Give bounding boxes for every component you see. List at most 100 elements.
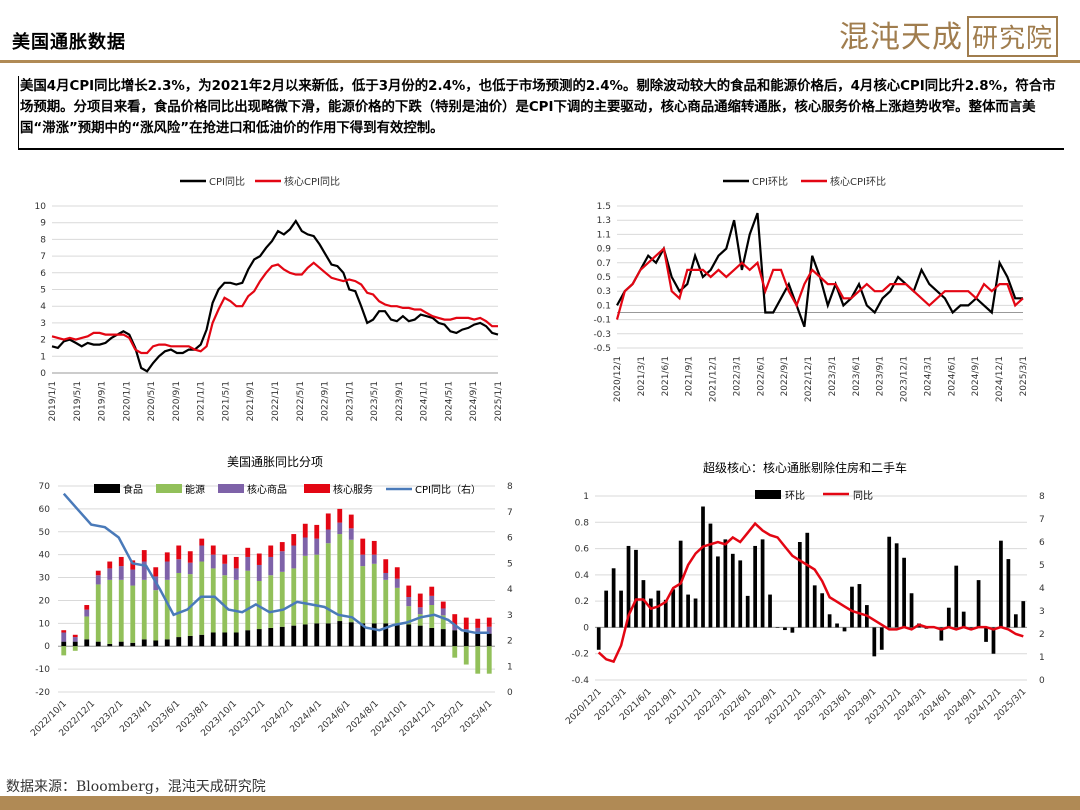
cpi-mom-chart: -0.5 -0.3 -0.1 0.1 0.3 0.5 0.7 0.9 1.1 1.3 1.5 2020… [593,175,1029,402]
bar-segment [406,585,412,598]
mom-bar [708,523,713,628]
bar-segment [84,605,90,610]
mom-bar [641,580,646,628]
legend-swatch [755,490,781,499]
x-tick-label: 2020/5/1 [147,381,157,421]
mom-bar [946,607,951,628]
bar-segment [486,617,492,627]
bar-segment [440,615,446,630]
bar-segment [440,629,446,647]
bar-segment [371,554,377,564]
bar-segment [463,631,469,647]
bar-segment [417,593,423,608]
bar-segment [429,595,435,606]
bar-segment [325,623,331,647]
bar-segment [371,563,377,624]
x-tick-label: 2020/1/1 [122,381,132,421]
page-title: 美国通胀数据 [12,32,126,53]
y-tick-label: 0.6 [575,545,590,555]
bar-segment [417,614,423,626]
x-tick-label: 2024/9/1 [971,356,981,396]
series-line [616,212,1023,328]
bar-segment [245,547,251,557]
y-tick-label: 20 [39,596,51,606]
y-tick-label: 50 [39,528,51,538]
series-line [51,218,499,373]
mom-bar [939,627,944,641]
y2-tick-label: 1 [507,662,513,672]
mom-bar [783,627,787,631]
bar-segment [72,634,78,638]
bar-segment [61,646,67,656]
x-tick-label: 2022/5/1 [296,381,306,421]
cpi-yoy-chart: 0 1 2 3 4 5 6 7 8 9 10 2019/1/1 2019/5/1 2019/9/1 2020… [35,175,504,421]
y-tick-label: -20 [35,688,50,698]
y-tick-label: 3 [40,319,46,329]
y2-tick-label: 3 [507,611,513,621]
bar-segment [199,634,205,647]
bar-segment [268,575,274,628]
mom-bar [902,557,906,628]
mom-bar [626,545,631,628]
mom-bar [671,589,676,628]
bar-segment [302,555,308,625]
y-tick-label: 1.5 [597,202,611,212]
y-tick-label: 5 [40,286,46,296]
bar-segment [279,626,285,647]
bar-segment [348,539,354,623]
bar-segment [210,632,216,647]
series-line [51,261,498,355]
x-tick-label: 2020/9/1 [172,381,182,421]
bar-segment [417,625,423,647]
x-tick-label: 2019/1/1 [48,381,58,421]
y-tick-label: -0.3 [593,330,611,340]
bar-segment [61,630,67,633]
bar-segment [475,646,481,674]
bar-segment [383,572,389,580]
header-divider [0,60,1080,63]
bar-segment [463,617,469,630]
bar-segment [187,574,193,636]
y2-tick-label: 8 [507,482,513,492]
bar-segment [199,561,205,635]
bar-segment [210,545,216,555]
bar-segment [486,633,492,647]
bar-segment [210,554,216,569]
legend-swatch [218,484,244,493]
y-tick-label: 0.1 [597,301,611,311]
bar-segment [394,578,400,588]
mom-bar [768,594,772,628]
summary-text: 美国4月CPI同比增长2.3%，为2021年2月以来新低，低于3月份的2.4%，… [20,79,1056,136]
y-tick-label: 60 [39,505,51,515]
mom-bar [1021,601,1026,628]
bar-segment [256,564,262,581]
bar-segment [314,524,320,539]
brand-logo: 混沌天成 研究院 [839,12,1058,57]
bar-segment [314,623,320,647]
y2-tick-label: 6 [1039,538,1045,548]
legend-label: 食品 [123,483,143,496]
legend-swatch [304,484,330,493]
y-tick-label: 30 [39,574,51,584]
mom-bar [1013,614,1018,628]
mom-bar [745,595,750,628]
bar-segment [222,575,228,633]
bar-segment [475,627,481,633]
bar-segment [84,616,90,640]
y-tick-label: 40 [39,551,51,561]
x-tick-label: 2023/1/1 [345,381,355,421]
bar-segment [417,607,423,615]
mom-bar [701,506,705,628]
bar-segment [199,538,205,546]
y-tick-label: 0.9 [597,245,612,255]
bar-segment [199,545,205,562]
y-tick-label: -0.2 [571,650,589,660]
bar-segment [486,626,492,634]
y2-tick-label: 4 [1039,584,1045,594]
y2-tick-label: 1 [1039,653,1045,663]
bar-segment [371,623,377,647]
mom-bar [730,553,735,628]
bar-segment [325,543,331,624]
bar-segment [475,618,481,628]
bar-segment [118,556,124,567]
